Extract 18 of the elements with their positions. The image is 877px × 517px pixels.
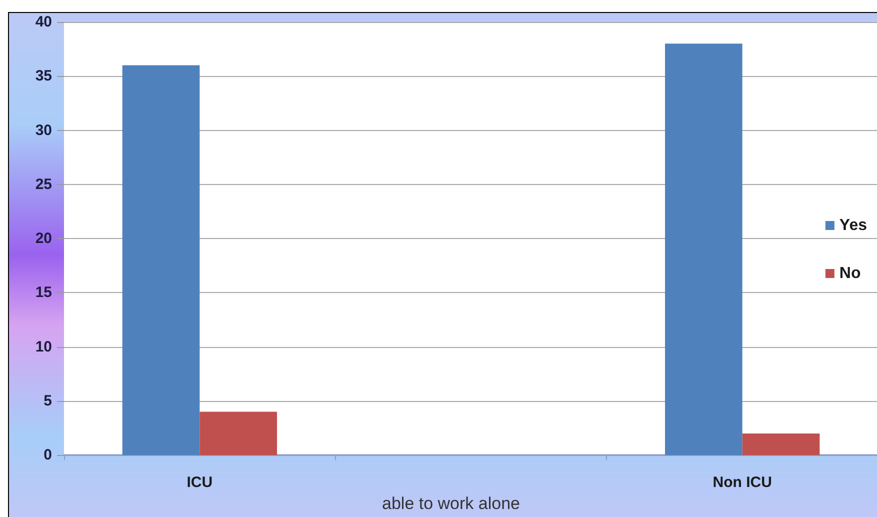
bar <box>665 44 742 456</box>
legend-label: Yes <box>839 217 868 234</box>
y-tick-label: 40 <box>35 14 52 30</box>
y-tick-label: 25 <box>35 176 52 193</box>
x-tick-label: ICU <box>186 474 213 492</box>
bar <box>742 433 820 456</box>
legend-label: No <box>839 265 861 282</box>
y-tick-label: 0 <box>44 446 52 464</box>
y-tick-label: 10 <box>35 338 52 356</box>
y-tick-label: 35 <box>35 68 52 85</box>
y-tick-label: 20 <box>35 230 52 248</box>
y-tick-label: 5 <box>44 392 52 410</box>
bar <box>200 412 277 456</box>
x-tick-label: Non ICU <box>712 474 772 492</box>
y-tick-label: 15 <box>35 284 52 302</box>
bar <box>122 65 200 456</box>
y-tick-label: 30 <box>35 122 52 139</box>
x-axis-title: able to work alone <box>382 494 520 513</box>
